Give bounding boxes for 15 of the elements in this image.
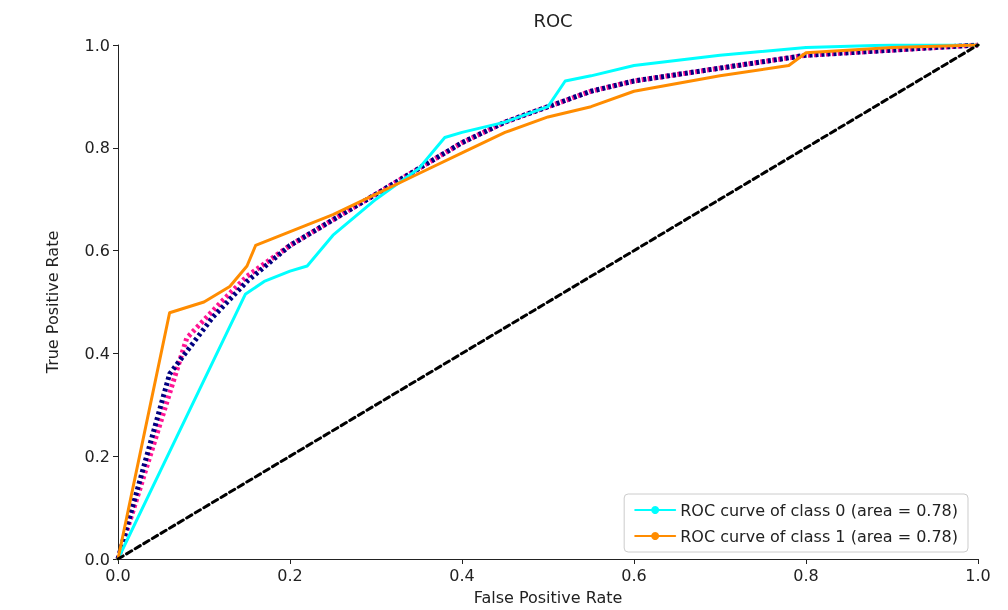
y-tick-label: 1.0 [84, 35, 110, 55]
y-tick-label: 0.4 [84, 343, 110, 363]
chart-title: ROC [533, 9, 573, 31]
y-tick-label: 0.2 [84, 446, 110, 466]
x-tick-label: 0.6 [621, 565, 647, 585]
y-axis-title: True Positive Rate [42, 230, 62, 375]
y-tick-label: 0.8 [84, 138, 110, 158]
x-axis-title: False Positive Rate [473, 587, 623, 607]
x-tick-label: 0.4 [449, 565, 475, 585]
x-tick-label: 1.0 [965, 565, 991, 585]
x-tick-label: 0.8 [793, 565, 819, 585]
legend-label: ROC curve of class 1 (area = 0.78) [680, 526, 958, 546]
y-tick-label: 0.6 [84, 241, 110, 261]
legend-label: ROC curve of class 0 (area = 0.78) [680, 500, 958, 520]
x-tick-label: 0.2 [277, 565, 303, 585]
